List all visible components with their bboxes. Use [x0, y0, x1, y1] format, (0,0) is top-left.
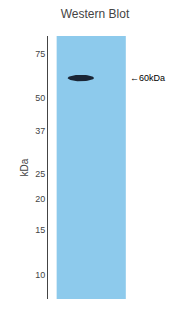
svg-text:Western Blot: Western Blot	[61, 7, 130, 21]
svg-text:←60kDa: ←60kDa	[130, 73, 165, 83]
svg-text:15: 15	[35, 225, 45, 235]
svg-text:10: 10	[35, 270, 45, 280]
svg-text:25: 25	[35, 169, 45, 179]
svg-text:37: 37	[35, 126, 45, 136]
svg-text:20: 20	[35, 194, 45, 204]
svg-text:50: 50	[35, 93, 45, 103]
svg-text:75: 75	[35, 49, 45, 59]
svg-text:kDa: kDa	[19, 158, 30, 176]
